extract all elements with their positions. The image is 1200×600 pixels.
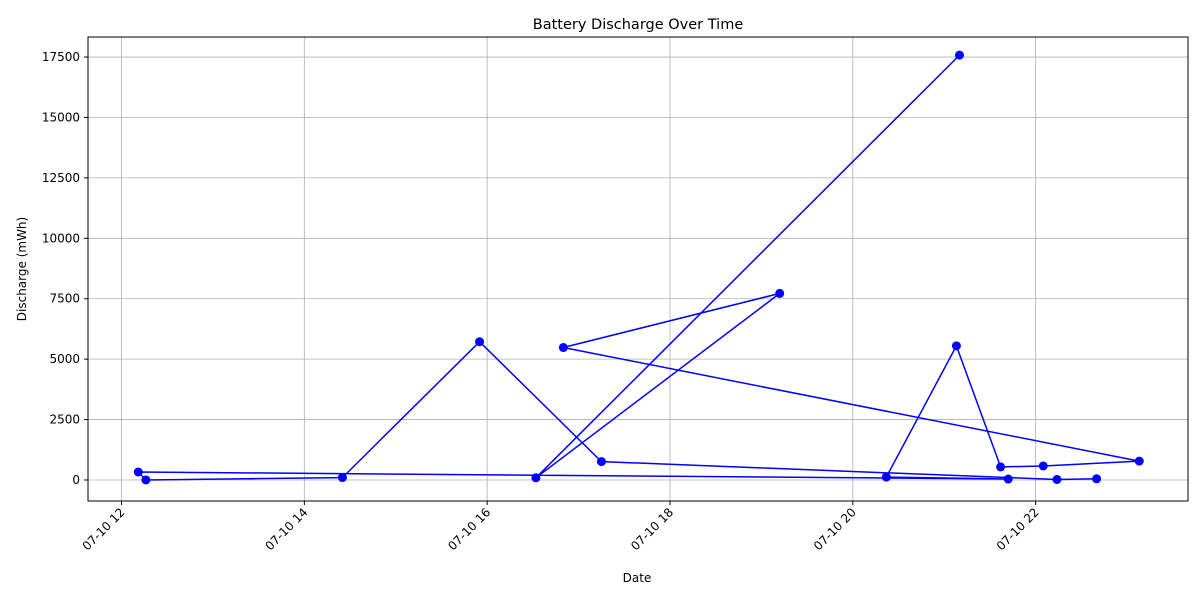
data-point	[954, 50, 964, 60]
data-point	[596, 457, 606, 467]
data-point	[951, 341, 961, 351]
series-line-layer	[137, 54, 1140, 481]
data-point	[558, 343, 568, 353]
y-tick-label: 10000	[42, 231, 80, 245]
y-tick-label: 0	[72, 473, 80, 487]
x-axis-label: Date	[623, 571, 652, 585]
y-tick-label: 15000	[42, 110, 80, 124]
data-point	[996, 462, 1006, 472]
data-point	[475, 337, 485, 347]
data-point	[1038, 461, 1048, 471]
plot-frame	[87, 36, 1189, 502]
data-point	[1092, 474, 1102, 484]
y-tick-label: 17500	[42, 50, 80, 64]
x-tick-label: 07-10 14	[262, 505, 310, 553]
x-tick-label: 07-10 16	[445, 505, 493, 553]
series-line	[137, 54, 1140, 481]
data-point	[337, 473, 347, 483]
data-point	[141, 475, 151, 485]
data-point	[1003, 474, 1013, 484]
x-tick-label: 07-10 12	[80, 505, 128, 553]
data-point	[1134, 456, 1144, 466]
y-tick-label: 7500	[49, 292, 80, 306]
data-points	[133, 50, 1144, 485]
chart-title: Battery Discharge Over Time	[533, 17, 744, 33]
data-point	[531, 473, 541, 483]
y-tick-label: 5000	[49, 352, 80, 366]
x-tick-label: 07-10 22	[994, 505, 1042, 553]
y-axis-label: Discharge (mWh)	[15, 217, 29, 321]
x-axis-ticks: 07-10 12 07-10 14 07-10 16 07-10 18 07-10 20…	[80, 501, 1042, 553]
y-axis-ticks: 0 2500 5000 7500 10000 12500 15000 17500	[42, 50, 88, 487]
data-point	[1052, 474, 1062, 484]
grid	[88, 37, 1188, 501]
y-tick-label: 12500	[42, 171, 80, 185]
data-point	[881, 472, 891, 482]
data-point	[775, 288, 785, 298]
x-tick-label: 07-10 20	[811, 505, 859, 553]
data-point	[133, 467, 143, 477]
x-tick-label: 07-10 18	[628, 505, 676, 553]
y-tick-label: 2500	[49, 413, 80, 427]
